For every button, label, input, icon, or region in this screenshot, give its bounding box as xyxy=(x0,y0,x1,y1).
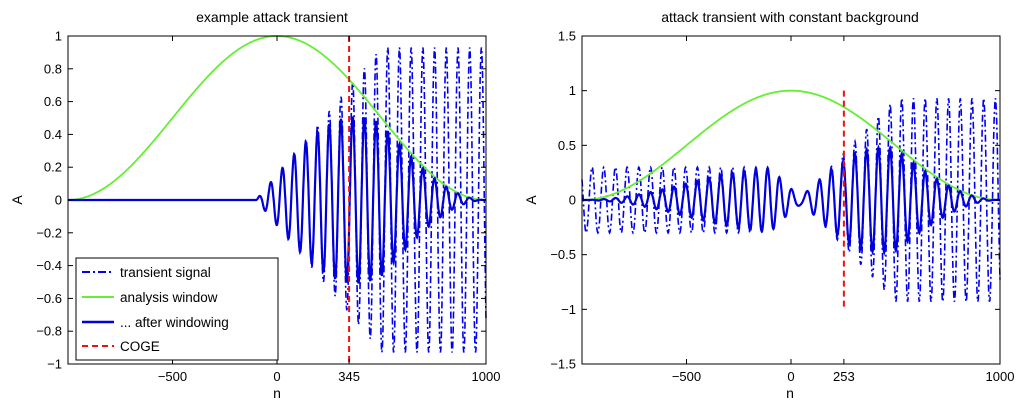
chart1-legend: transient signal analysis window ... aft… xyxy=(75,257,279,361)
chart1-xtick-label: −500 xyxy=(158,369,187,384)
chart2-xtick-label: 0 xyxy=(787,369,794,384)
chart1-ytick-label: −1 xyxy=(47,357,62,372)
chart1-ytick-label: 0 xyxy=(55,193,62,208)
legend-label-coge: COGE xyxy=(120,339,160,354)
chart1-ylabel: A xyxy=(9,195,25,205)
chart-attack-transient-background: attack transient with constant backgroun… xyxy=(523,9,1014,401)
chart-attack-transient: example attack transient −500 0 345 1000−1−… xyxy=(9,9,500,401)
legend-label-transient: transient signal xyxy=(120,265,211,280)
chart1-xlabel: n xyxy=(273,385,281,401)
chart2-ytick-label: 1 xyxy=(569,83,576,98)
legend-box xyxy=(75,257,279,361)
chart1-ytick-label: −0.8 xyxy=(36,324,62,339)
chart2-plot-area xyxy=(581,89,1001,310)
chart1-ytick-label: −0.4 xyxy=(36,258,62,273)
legend-label-window: analysis window xyxy=(120,290,218,305)
chart1-ticks: −500 0 345 1000 −1 −0.8 −0.6 −0.4 −0.2 0 0.2 0.4 0.6… xyxy=(36,29,500,385)
legend-label-windowed: ... after windowing xyxy=(120,315,229,330)
chart2-ticks: −500 0 253 1000 −1.5 −1 −0.5 0 0.5 1 1.5 xyxy=(550,29,1014,385)
chart1-ytick-label: 1 xyxy=(55,29,62,44)
chart1-xtick-label: 345 xyxy=(338,369,360,384)
chart2-xtick-label: 253 xyxy=(833,369,855,384)
chart2-ytick-label: 0 xyxy=(569,193,576,208)
chart2-ytick-label: −1 xyxy=(561,302,576,317)
chart1-ytick-label: −0.6 xyxy=(36,291,62,306)
chart2-axes-box xyxy=(581,35,1001,365)
chart1-xtick-label: 1000 xyxy=(472,369,501,384)
chart1-ytick-label: 0.2 xyxy=(44,160,62,175)
chart2-title: attack transient with constant backgroun… xyxy=(661,9,919,25)
chart2-ylabel: A xyxy=(523,195,539,205)
chart1-ytick-label: −0.2 xyxy=(36,225,62,240)
chart1-series-after-windowing xyxy=(68,116,486,284)
chart1-ytick-label: 0.6 xyxy=(44,94,62,109)
chart2-xtick-label: 1000 xyxy=(986,369,1015,384)
chart2-ytick-label: 1.5 xyxy=(558,29,576,44)
chart1-title: example attack transient xyxy=(196,9,348,25)
chart2-ytick-label: 0.5 xyxy=(558,138,576,153)
chart2-ytick-label: −1.5 xyxy=(550,357,576,372)
chart1-ytick-label: 0.4 xyxy=(44,127,62,142)
chart1-ytick-label: 0.8 xyxy=(44,61,62,76)
chart2-xlabel: n xyxy=(786,385,794,401)
chart1-xtick-label: 0 xyxy=(273,369,280,384)
chart2-series-after-windowing xyxy=(582,144,1000,257)
chart2-series-analysis-window xyxy=(582,89,1000,201)
chart2-ytick-label: −0.5 xyxy=(550,247,576,262)
chart2-series-transient-signal xyxy=(581,98,1001,302)
chart2-xtick-label: −500 xyxy=(672,369,701,384)
